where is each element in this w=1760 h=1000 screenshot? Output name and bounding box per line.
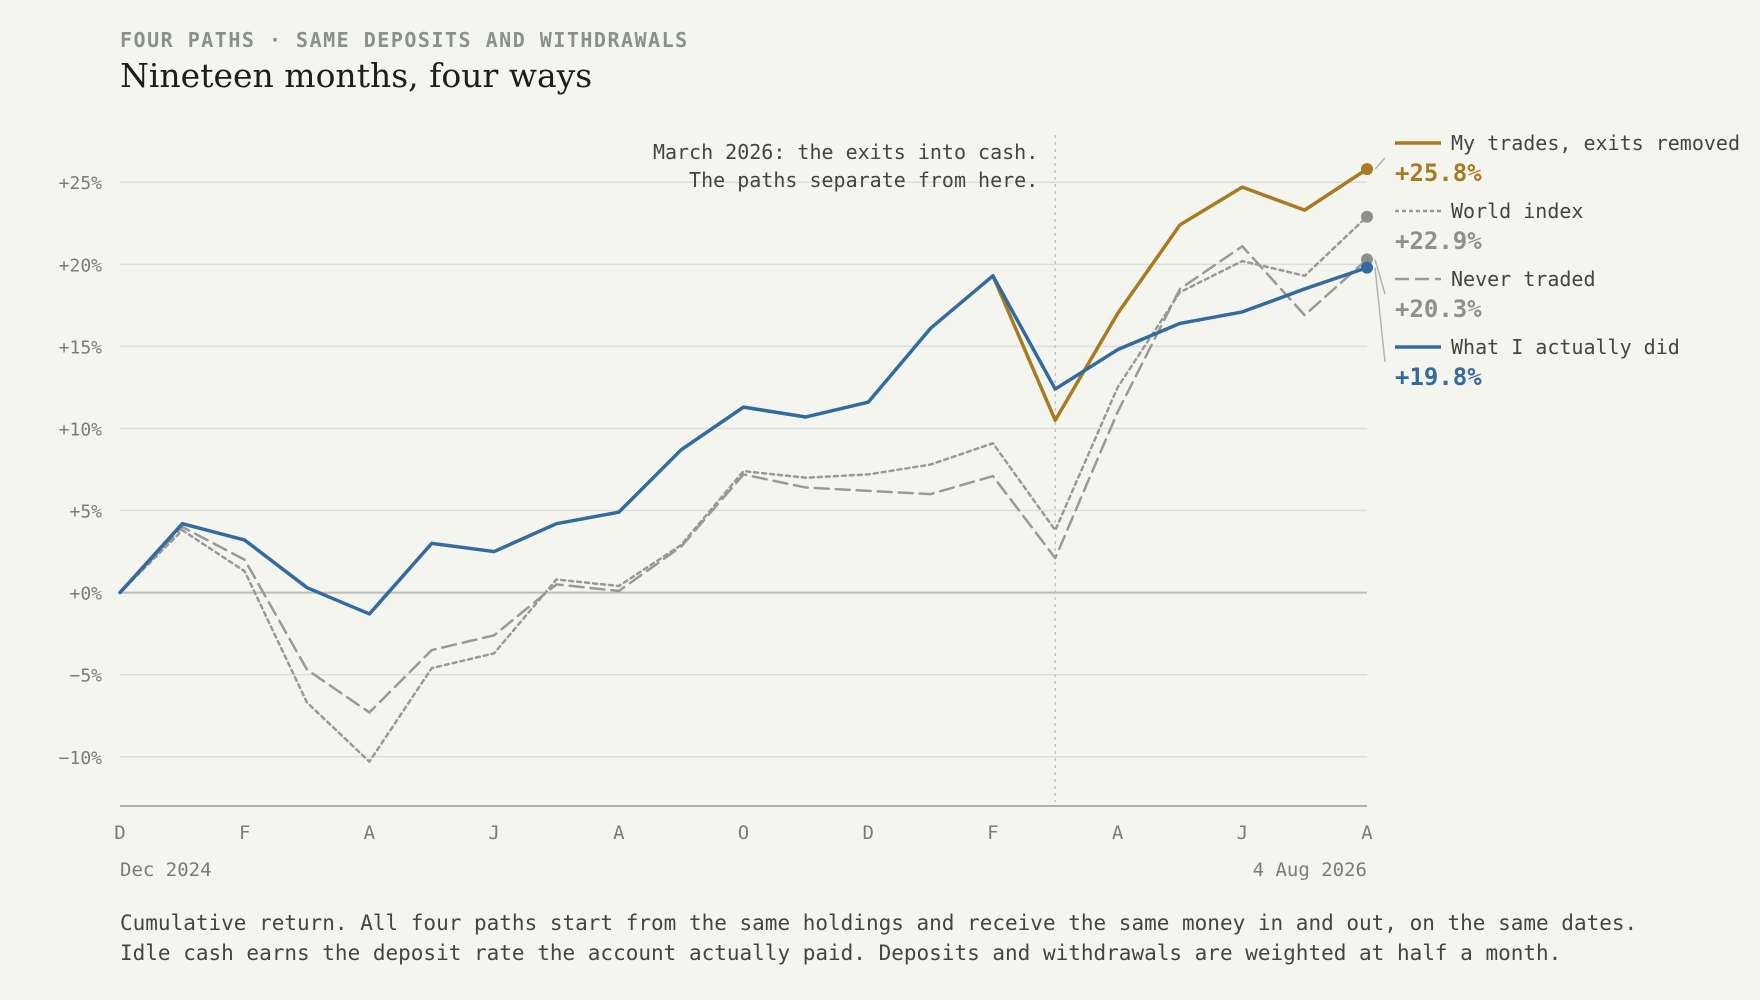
series-line-solid-gold — [991, 167, 1369, 423]
legend-label: World index — [1451, 199, 1583, 223]
x-end-label: 4 Aug 2026 — [1253, 859, 1367, 881]
legend-value: +22.9% — [1395, 227, 1482, 255]
caption-line-2: Idle cash earns the deposit rate the acc… — [120, 941, 1562, 965]
legend-value: +25.8% — [1395, 159, 1482, 187]
x-tick-label: J — [488, 822, 499, 844]
series-end-dot — [1361, 210, 1373, 223]
series-end-dot — [1361, 163, 1373, 176]
y-tick-label: −5% — [69, 666, 102, 687]
x-tick-label: A — [1112, 822, 1124, 844]
chart-caption: Cumulative return. All four paths start … — [120, 908, 1740, 968]
legend-leader-line — [1374, 267, 1386, 363]
chart-title: Nineteen months, four ways — [120, 56, 593, 95]
y-tick-label: +25% — [59, 173, 103, 194]
x-tick-label: A — [1361, 822, 1373, 844]
x-tick-label: D — [862, 822, 873, 844]
series-line-solid-blue — [118, 265, 1369, 616]
y-tick-label: +10% — [59, 419, 103, 440]
annotation-line-2: The paths separate from here. — [689, 168, 1038, 192]
y-tick-label: +0% — [69, 584, 102, 605]
legend-leader-line — [1374, 259, 1386, 295]
caption-line-1: Cumulative return. All four paths start … — [120, 911, 1638, 935]
x-tick-label: J — [1237, 822, 1248, 844]
legend-value: +20.3% — [1395, 295, 1482, 323]
series-line-dotted-gray — [118, 215, 1369, 763]
chart-kicker: FOUR PATHS · SAME DEPOSITS AND WITHDRAWA… — [120, 28, 689, 52]
x-tick-label: O — [738, 822, 749, 844]
series-end-dot — [1361, 261, 1373, 274]
y-tick-label: +15% — [59, 337, 103, 358]
legend-value: +19.8% — [1395, 363, 1482, 391]
annotation-line-1: March 2026: the exits into cash. — [653, 140, 1038, 164]
legend-leader-line — [1374, 157, 1386, 170]
y-tick-label: −10% — [59, 748, 103, 769]
y-tick-label: +5% — [69, 502, 102, 523]
series-line-dashed-gray — [118, 245, 1369, 714]
legend-label: My trades, exits removed — [1451, 131, 1740, 155]
x-tick-label: D — [114, 822, 125, 844]
x-tick-label: F — [987, 822, 998, 844]
legend-label: What I actually did — [1451, 335, 1680, 359]
y-tick-label: +20% — [59, 255, 103, 276]
x-tick-label: F — [239, 822, 250, 844]
legend-label: Never traded — [1451, 267, 1596, 291]
series-end-dot — [1361, 253, 1373, 266]
x-tick-label: A — [364, 822, 376, 844]
x-tick-label: A — [613, 822, 625, 844]
x-start-label: Dec 2024 — [120, 859, 212, 881]
